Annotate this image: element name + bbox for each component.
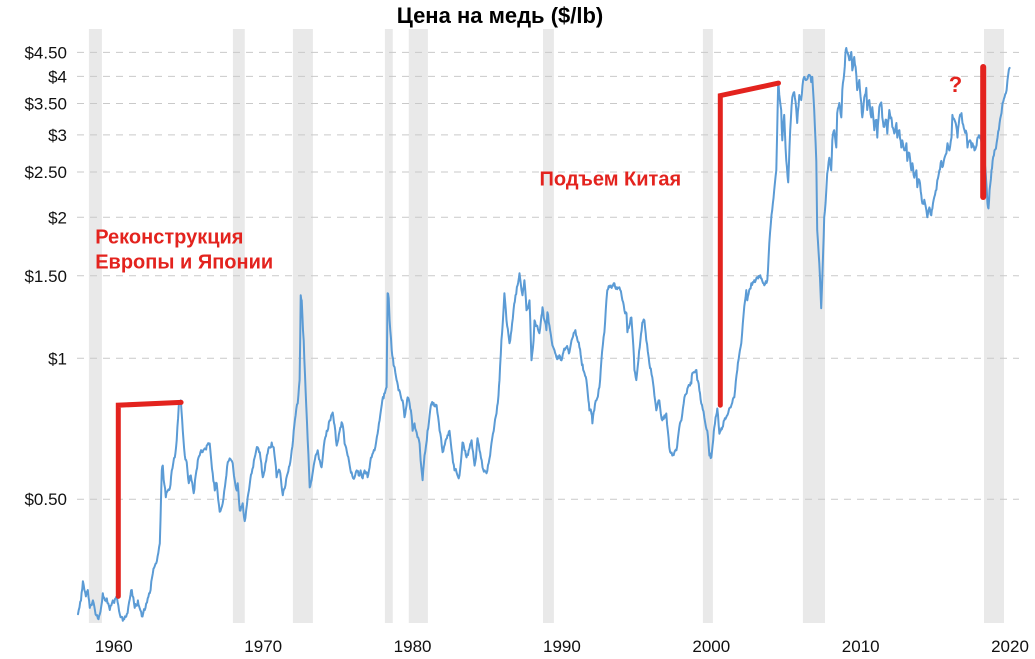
y-axis-label: $4 bbox=[48, 67, 67, 86]
y-axis-label: $2 bbox=[48, 208, 67, 227]
y-axis-label: $0.50 bbox=[24, 490, 67, 509]
europe-japan-bracket bbox=[115, 399, 184, 599]
annotation-labels: Реконструкция Европы и Японии Подъем Китая… bbox=[95, 72, 962, 274]
x-axis-label: 2020 bbox=[991, 637, 1029, 656]
recession-band bbox=[88, 29, 102, 623]
y-axis-label: $4.50 bbox=[24, 43, 67, 62]
recession-band bbox=[232, 29, 245, 623]
recession-band bbox=[408, 29, 428, 623]
recession-band bbox=[802, 29, 825, 623]
china-rise-label: Подъем Китая bbox=[540, 169, 682, 191]
x-axis-labels: 1960 1970 1980 1990 2000 2010 2020 bbox=[95, 637, 1029, 656]
copper-price bbox=[77, 47, 1011, 622]
x-axis-label: 1960 bbox=[95, 637, 133, 656]
x-axis-label: 2010 bbox=[842, 637, 880, 656]
y-axis-labels: $4.50 $4 $3.50 $3 $2.50 $2 $1.50 $1 $0.50 bbox=[24, 43, 67, 509]
europe-japan-label-line: Европы и Японии bbox=[95, 252, 273, 274]
recession-band bbox=[984, 29, 1004, 623]
recession-band bbox=[702, 29, 713, 623]
x-axis-label: 1970 bbox=[244, 637, 282, 656]
y-axis-label: $3.50 bbox=[24, 94, 67, 113]
x-axis-label: 1980 bbox=[394, 637, 432, 656]
china-rise-bracket bbox=[717, 80, 781, 408]
europe-japan-label: Реконструкция Европы и Японии bbox=[95, 227, 273, 274]
question-mark-label: ? bbox=[949, 72, 962, 97]
annotation-brackets bbox=[115, 64, 987, 599]
china-rise-label-line: Подъем Китая bbox=[540, 169, 682, 191]
recession-band bbox=[384, 29, 393, 623]
x-axis-label: 1990 bbox=[543, 637, 581, 656]
y-axis-label: $2.50 bbox=[24, 163, 67, 182]
question-mark-label-line: ? bbox=[949, 72, 962, 97]
y-axis-label: $3 bbox=[48, 126, 67, 145]
y-axis-label: $1.50 bbox=[24, 267, 67, 286]
europe-japan-label-line: Реконструкция bbox=[95, 227, 243, 249]
price-line-group bbox=[77, 47, 1011, 622]
y-axis-label: $1 bbox=[48, 349, 67, 368]
x-axis-label: 2000 bbox=[692, 637, 730, 656]
recession-band bbox=[543, 29, 554, 623]
chart-title: Цена на медь ($/lb) bbox=[397, 3, 604, 28]
